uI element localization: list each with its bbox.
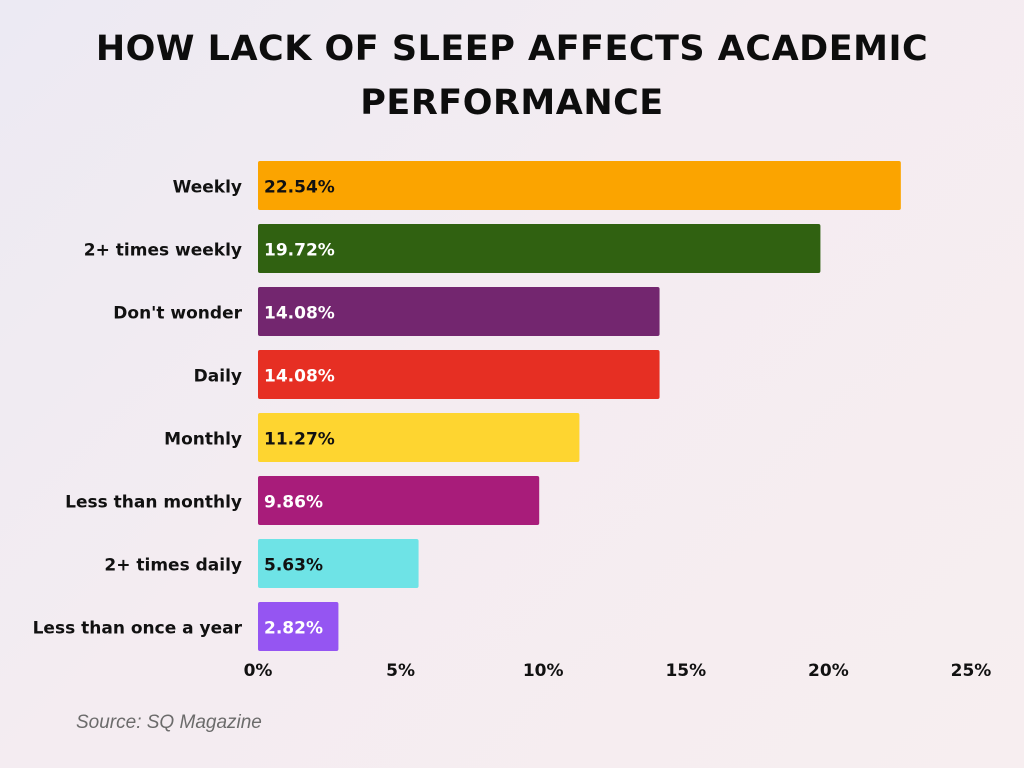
data-label: 9.86%	[264, 493, 323, 513]
data-label: 14.08%	[264, 304, 335, 324]
bar	[258, 224, 821, 273]
data-label: 5.63%	[264, 556, 323, 576]
x-tick-label: 10%	[523, 661, 564, 681]
bar	[258, 476, 540, 525]
category-label: Monthly	[164, 430, 242, 450]
bar	[258, 539, 419, 588]
category-label: Weekly	[173, 178, 242, 198]
bar	[258, 602, 339, 651]
source-note: Source: SQ Magazine	[76, 712, 262, 733]
x-tick-label: 15%	[665, 661, 706, 681]
bar	[258, 287, 660, 336]
chart-title: HOW LACK OF SLEEP AFFECTS ACADEMIC PERFO…	[95, 29, 929, 123]
data-label: 14.08%	[264, 367, 335, 387]
x-tick-label: 0%	[244, 661, 273, 681]
x-tick-label: 25%	[951, 661, 992, 681]
category-label: Less than once a year	[33, 619, 243, 639]
category-label: Daily	[194, 367, 242, 387]
category-label: 2+ times daily	[104, 556, 242, 576]
data-label: 19.72%	[264, 241, 335, 261]
category-label: 2+ times weekly	[84, 241, 242, 261]
category-label: Don't wonder	[113, 304, 242, 324]
bar	[258, 413, 580, 462]
data-label: 11.27%	[264, 430, 335, 450]
category-label: Less than monthly	[65, 493, 242, 513]
x-tick-label: 5%	[386, 661, 415, 681]
data-label: 2.82%	[264, 619, 323, 639]
bar	[258, 350, 660, 399]
x-tick-label: 20%	[808, 661, 849, 681]
data-label: 22.54%	[264, 178, 335, 198]
bar	[258, 161, 901, 210]
